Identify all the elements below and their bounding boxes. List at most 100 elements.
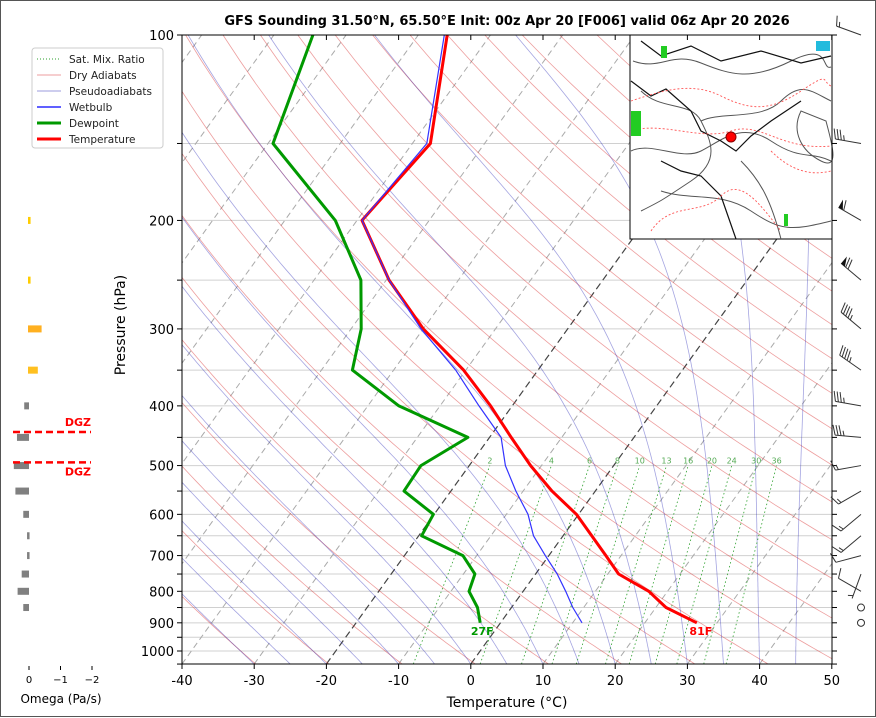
barb-staff [838, 491, 861, 504]
omega-bar [23, 511, 29, 518]
x-tick-label: 20 [607, 674, 624, 689]
y-tick-label: 900 [149, 617, 174, 632]
y-axis-label: Pressure (hPa) [113, 275, 129, 375]
barb-full [837, 392, 838, 402]
calm-wind-circle [858, 604, 865, 611]
x-axis-label: Temperature (°C) [446, 695, 568, 711]
mixing-ratio-label: 8 [615, 457, 620, 466]
barb-full [842, 347, 845, 357]
barb-staff [841, 263, 861, 280]
barb-staff [841, 312, 861, 329]
y-tick-label: 500 [149, 460, 174, 475]
x-tick-label: 50 [824, 674, 841, 689]
wind-barb [834, 129, 861, 144]
chart-title: GFS Sounding 31.50°N, 65.50°E Init: 00z … [224, 14, 789, 29]
y-tick-label: 700 [149, 550, 174, 565]
x-tick-label: 10 [535, 674, 552, 689]
omega-bar [15, 488, 29, 495]
barb-staff [838, 578, 861, 591]
dgz-label: DGZ [65, 465, 91, 478]
mixing-ratio-label: 30 [751, 457, 761, 466]
pseudoadiabat [188, 35, 615, 664]
y-tick-label: 600 [149, 508, 174, 523]
wind-barb [833, 425, 861, 437]
omega-bar [28, 217, 31, 224]
x-tick-label: 40 [751, 674, 768, 689]
mixing-ratio-label: 16 [683, 457, 693, 466]
inset-map [630, 35, 833, 239]
dry-adiabat [1, 35, 36, 664]
barb-full [845, 349, 848, 359]
barb-half [844, 135, 845, 140]
omega-bar [27, 552, 30, 559]
wind-barb [858, 604, 865, 611]
mixing-ratio-label: 24 [727, 457, 737, 466]
wind-barb [830, 553, 861, 562]
isotherm [182, 35, 635, 664]
wind-barb [832, 536, 861, 553]
x-tick-label: -40 [171, 674, 192, 689]
barb-full [834, 391, 835, 401]
barb-staff [836, 556, 861, 563]
barb-full [847, 350, 850, 360]
barb-staff [840, 355, 861, 370]
mixing-ratio-line [576, 466, 640, 664]
barb-staff [852, 574, 861, 598]
sounding-location-marker [726, 132, 736, 142]
wind-barb [831, 491, 861, 504]
y-tick-label: 1000 [141, 645, 174, 660]
wind-barb [858, 619, 865, 626]
barb-full [840, 345, 843, 355]
omega-bar [27, 532, 30, 539]
omega-bar [22, 571, 29, 578]
barb-flag [841, 257, 847, 267]
y-tick-label: 400 [149, 400, 174, 415]
barb-staff [835, 401, 861, 406]
legend-label: Dry Adiabats [69, 70, 137, 82]
barb-staff [838, 207, 861, 220]
y-tick-label: 100 [149, 29, 174, 44]
wind-barb [838, 568, 861, 591]
surface-dewpoint-label: 27F [471, 625, 494, 638]
wind-barb [832, 514, 861, 531]
omega-tick-label: 0 [26, 675, 32, 686]
dgz-label: DGZ [65, 416, 91, 429]
x-tick-label: 30 [679, 674, 696, 689]
barb-half [844, 398, 845, 403]
wind-barbs [830, 16, 864, 627]
x-tick-label: -30 [244, 674, 265, 689]
barb-staff [841, 536, 861, 553]
barb-staff [835, 466, 861, 471]
barb-staff [835, 139, 861, 144]
wind-barb [841, 303, 861, 329]
x-tick-label: 0 [467, 674, 475, 689]
mixing-ratio-label: 4 [549, 457, 554, 466]
legend-label: Sat. Mix. Ratio [69, 54, 145, 66]
barb-half [837, 499, 841, 503]
wind-barb [837, 16, 861, 35]
barb-half [836, 465, 838, 470]
surface-temperature-label: 81F [689, 625, 712, 638]
barb-full [844, 200, 846, 210]
barb-half [839, 548, 843, 551]
calm-wind-circle [858, 619, 865, 626]
barb-full [838, 568, 840, 578]
barb-full [837, 16, 838, 26]
pseudoadiabat [269, 35, 652, 664]
barb-full [837, 129, 838, 139]
x-tick-label: -20 [316, 674, 337, 689]
mixing-ratio-label: 20 [707, 457, 717, 466]
y-tick-label: 300 [149, 323, 174, 338]
omega-axis-label: Omega (Pa/s) [20, 692, 101, 706]
legend-label: Pseudoadiabats [69, 86, 152, 98]
mixing-ratio-line [726, 466, 777, 664]
barb-half [850, 357, 852, 362]
dry-adiabat [73, 35, 695, 664]
omega-tick-label: −2 [85, 675, 100, 686]
barb-full [830, 553, 835, 562]
omega-bar [28, 325, 42, 332]
x-tick-label: -10 [388, 674, 409, 689]
barb-full [836, 425, 838, 435]
